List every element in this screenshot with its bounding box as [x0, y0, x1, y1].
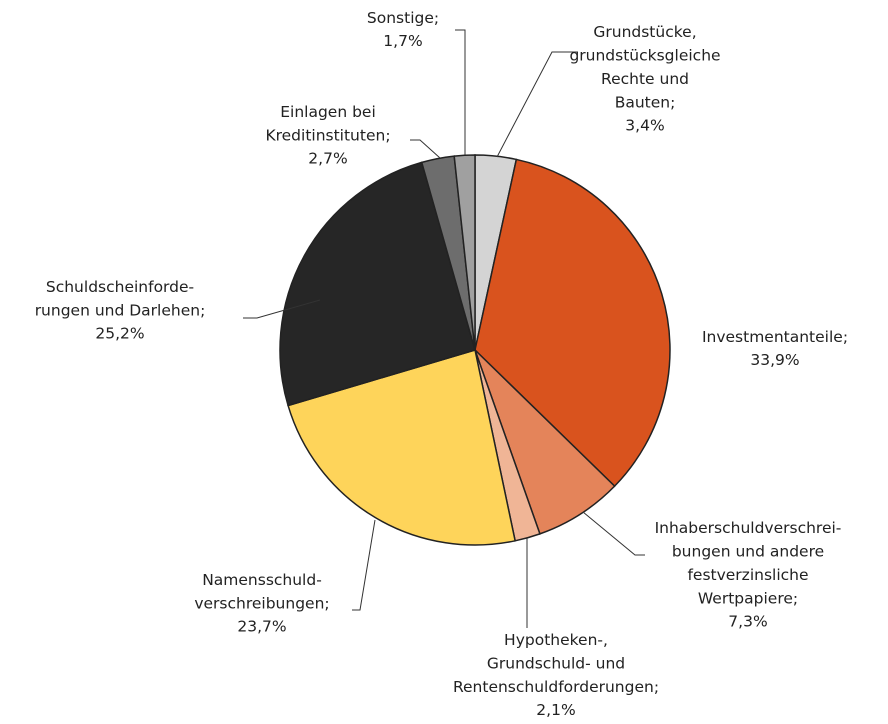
- value-label: 2,7%: [308, 150, 347, 168]
- label-line: rungen und Darlehen;: [35, 301, 206, 319]
- label-line: Einlagen bei: [280, 103, 376, 121]
- label-line: Grundschuld- und: [487, 654, 625, 672]
- label-line: Hypotheken-,: [504, 631, 608, 649]
- leader-line: [455, 29, 466, 155]
- slice-label: Sonstige;: [367, 9, 439, 27]
- label-line: Kreditinstituten;: [265, 126, 390, 144]
- value-label: 2,1%: [536, 701, 575, 719]
- slice-label: Schuldscheinforde-rungen und Darlehen;: [35, 278, 206, 320]
- label-line: Inhaberschuldverschrei-: [655, 519, 842, 537]
- slice-label: Inhaberschuldverschrei-bungen und andere…: [655, 519, 842, 608]
- label-line: Sonstige;: [367, 9, 439, 27]
- value-label: 33,9%: [750, 351, 799, 369]
- label-line: bungen und andere: [672, 542, 824, 560]
- label-line: Rechte und: [601, 70, 689, 88]
- slice-label: Namensschuld-verschreibungen;: [194, 571, 329, 613]
- pie-slice: [287, 349, 517, 546]
- pie-slice: [453, 154, 476, 351]
- label-line: Investmentanteile;: [702, 328, 848, 346]
- value-label: 1,7%: [383, 32, 422, 50]
- label-line: Wertpapiere;: [698, 589, 798, 607]
- slice-label: Einlagen bei Kreditinstituten;: [265, 103, 390, 145]
- label-line: Schuldscheinforde-: [46, 278, 194, 296]
- value-label: 7,3%: [728, 613, 767, 631]
- slice-label: Investmentanteile;: [702, 328, 848, 346]
- label-line: Namensschuld-: [202, 571, 322, 589]
- label-line: verschreibungen;: [194, 594, 329, 612]
- leader-line: [243, 299, 321, 319]
- value-label: 3,4%: [625, 117, 664, 135]
- leader-line: [582, 511, 645, 556]
- leader-line: [410, 139, 441, 159]
- label-line: Rentenschuldforderungen;: [453, 678, 659, 696]
- pie-slice: [474, 158, 671, 488]
- pie-slice: [279, 161, 476, 407]
- label-line: Grundstücke,: [593, 23, 696, 41]
- value-label: 23,7%: [237, 618, 286, 636]
- value-label: 25,2%: [95, 325, 144, 343]
- slice-label: Hypotheken-, Grundschuld- und Rentenschuld…: [453, 631, 659, 696]
- label-line: grundstücksgleiche: [569, 46, 720, 64]
- label-line: festverzinsliche: [687, 566, 808, 584]
- label-line: Bauten;: [615, 93, 676, 111]
- leader-line: [352, 519, 376, 611]
- leader-line: [496, 51, 578, 158]
- slice-label: Grundstücke, grundstücksgleiche Rechte und…: [569, 23, 720, 112]
